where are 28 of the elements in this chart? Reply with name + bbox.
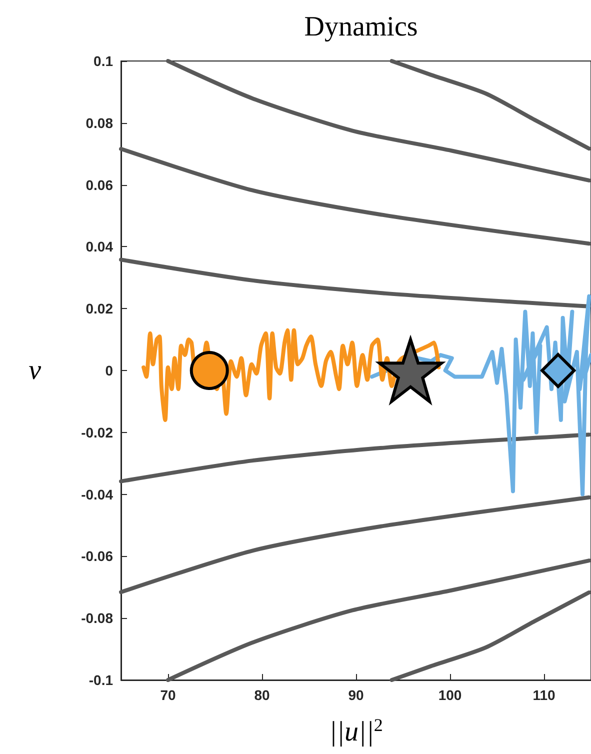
line-series xyxy=(166,558,591,682)
line-series xyxy=(119,432,591,484)
line-series xyxy=(142,328,441,422)
y-tick-label: -0.02 xyxy=(81,424,114,440)
y-tick-label: -0.08 xyxy=(81,610,114,626)
y-tick-label: 0.08 xyxy=(86,114,114,131)
y-tick-label: -0.04 xyxy=(81,486,114,502)
x-tick-label: 100 xyxy=(438,687,462,703)
y-tick-label: 0 xyxy=(105,362,114,378)
x-tick-label: 70 xyxy=(160,687,176,703)
line-series xyxy=(166,59,591,182)
line-series xyxy=(390,590,591,682)
y-tick-label: -0.1 xyxy=(88,672,114,688)
line-series xyxy=(119,495,591,594)
line-series xyxy=(119,258,591,308)
y-tick-label: 0.06 xyxy=(86,176,114,193)
line-series xyxy=(119,146,591,246)
y-tick-label: -0.06 xyxy=(81,548,114,564)
x-tick-label: 80 xyxy=(254,687,270,703)
x-tick-label: 110 xyxy=(532,687,556,703)
y-tick-label: 0.04 xyxy=(86,238,114,255)
y-tick-label: 0.1 xyxy=(94,53,114,69)
line-series xyxy=(370,294,591,496)
chart-title: Dynamics xyxy=(304,12,418,42)
line-series xyxy=(390,59,591,151)
y-tick-label: 0.02 xyxy=(86,300,114,317)
x-tick-label: 90 xyxy=(348,687,364,703)
y-axis-title: v xyxy=(28,355,42,386)
